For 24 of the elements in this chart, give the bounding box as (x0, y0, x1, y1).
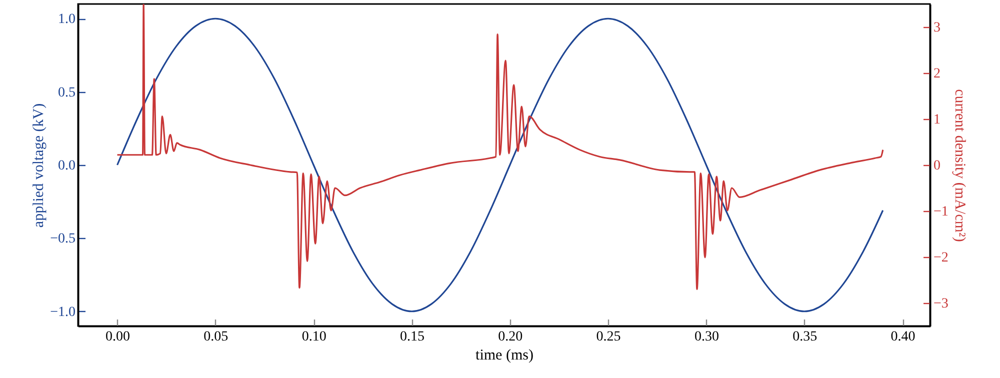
x-tick-label: 0.25 (596, 330, 621, 344)
x-tick-label: 0.30 (694, 330, 719, 344)
x-tick-label: 0.10 (302, 330, 326, 344)
x-tick-label: 0.40 (890, 330, 916, 344)
y2-tick-label: −2 (934, 250, 948, 266)
x-tick-label: 0.35 (792, 330, 818, 344)
x-tick-label: 0.05 (204, 330, 228, 344)
y2-tick-label: 0 (934, 158, 940, 174)
x-tick-label: 0.15 (400, 330, 424, 344)
y2-axis-title: current density (mA/cm²) (951, 89, 968, 242)
x-tick-label: 0.20 (498, 330, 523, 344)
y-axis-title: applied voltage (kV) (31, 103, 48, 228)
y2-tick-label: 3 (934, 20, 940, 36)
y2-tick-label: 1 (934, 112, 940, 128)
y-tick-label: −1.0 (50, 304, 76, 320)
y-tick-label: 0.5 (58, 85, 76, 100)
y-tick-label: −0.5 (50, 232, 76, 247)
y2-tick-label: 2 (934, 66, 940, 82)
y2-tick-label: −3 (934, 296, 948, 312)
y2-tick-label: −1 (934, 204, 948, 220)
y-tick-label: 0.0 (58, 158, 76, 174)
y-tick-label: 1.0 (58, 12, 76, 28)
x-tick-label: 0.00 (106, 330, 130, 344)
x-axis-title: time (ms) (476, 348, 534, 364)
